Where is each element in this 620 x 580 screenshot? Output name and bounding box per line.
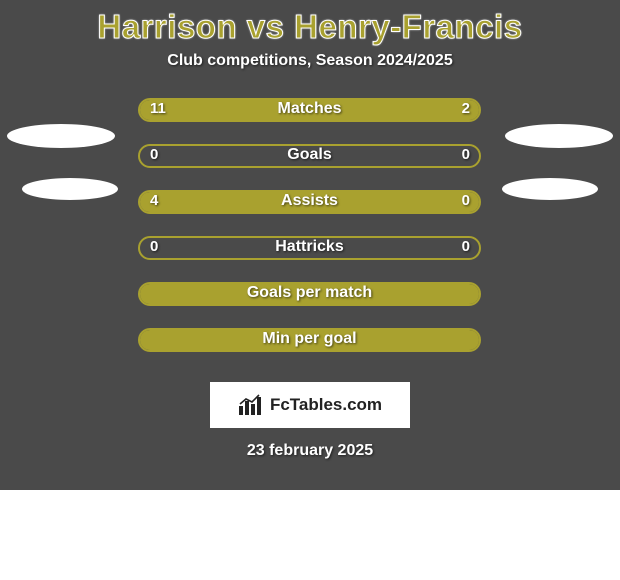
stat-value-right: 2 — [462, 98, 470, 122]
stat-value-left: 4 — [150, 190, 158, 214]
stat-value-left: 11 — [150, 98, 166, 122]
bar-fill-left — [140, 100, 401, 120]
page-title: Harrison vs Henry-Francis — [0, 6, 620, 52]
brand-text: FcTables.com — [270, 395, 382, 415]
stat-value-right: 0 — [462, 236, 470, 260]
stat-value-right: 0 — [462, 144, 470, 168]
stat-row: Goals00 — [0, 144, 620, 190]
bar-track — [138, 144, 481, 168]
stat-value-right: 0 — [462, 190, 470, 214]
brand-icon — [238, 394, 264, 416]
stat-row: Min per goal — [0, 328, 620, 374]
bar-track — [138, 98, 481, 122]
stat-value-left: 0 — [150, 144, 158, 168]
subtitle: Club competitions, Season 2024/2025 — [0, 52, 620, 70]
bar-fill-full — [140, 330, 479, 350]
bar-track — [138, 282, 481, 306]
stat-rows: Matches112Goals00Assists40Hattricks00Goa… — [0, 98, 620, 374]
comparison-card: Harrison vs Henry-Francis Club competiti… — [0, 0, 620, 490]
bar-fill-left — [140, 192, 401, 212]
bar-track — [138, 190, 481, 214]
stat-row: Hattricks00 — [0, 236, 620, 282]
brand-badge: FcTables.com — [210, 382, 410, 428]
date-label: 23 february 2025 — [0, 442, 620, 460]
bar-track — [138, 328, 481, 352]
stat-row: Assists40 — [0, 190, 620, 236]
bar-track — [138, 236, 481, 260]
bar-fill-full — [140, 284, 479, 304]
stat-row: Matches112 — [0, 98, 620, 144]
stat-row: Goals per match — [0, 282, 620, 328]
stat-value-left: 0 — [150, 236, 158, 260]
